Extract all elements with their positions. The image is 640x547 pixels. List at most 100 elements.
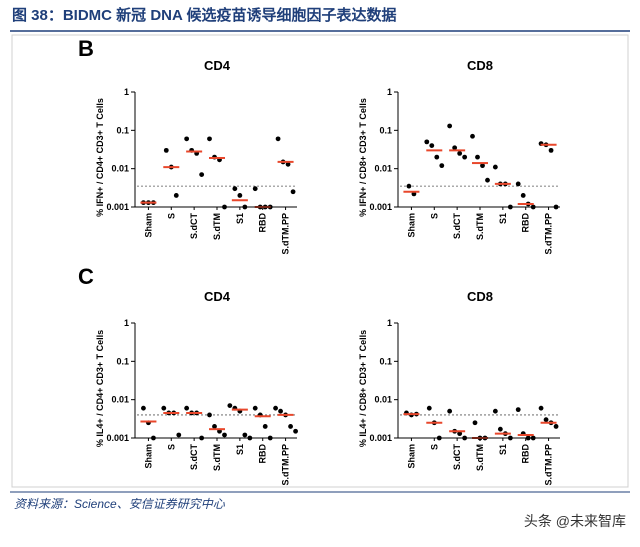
panel-label: B xyxy=(78,36,94,61)
data-point xyxy=(424,139,430,145)
x-tick-label: S1 xyxy=(235,444,245,455)
x-tick-label: S.dCT xyxy=(452,443,462,470)
data-point xyxy=(184,136,190,142)
y-tick-label: 0.1 xyxy=(379,125,392,135)
y-tick-label: 0.001 xyxy=(369,433,392,443)
x-tick-label: S1 xyxy=(498,444,508,455)
panel-label: C xyxy=(78,264,94,289)
data-point xyxy=(553,424,559,429)
x-tick-label: S.dTM xyxy=(212,444,222,471)
y-tick-label: 0.001 xyxy=(106,433,129,443)
source: 资料来源：Science、安信证券研究中心 xyxy=(14,497,226,511)
data-point xyxy=(485,177,490,183)
data-point xyxy=(288,424,293,429)
data-point xyxy=(207,136,212,142)
x-tick-label: S xyxy=(429,444,439,450)
y-tick-label: 0.01 xyxy=(111,164,129,174)
data-point xyxy=(515,407,521,413)
data-point xyxy=(173,193,179,198)
x-tick-label: S.dCT xyxy=(452,212,462,239)
y-tick-label: 0.001 xyxy=(369,202,392,212)
x-tick-label: S1 xyxy=(235,213,245,224)
x-tick-label: RBD xyxy=(258,213,268,233)
data-point xyxy=(237,193,243,198)
data-point xyxy=(262,424,268,429)
x-tick-label: S1 xyxy=(498,213,508,224)
data-point xyxy=(480,163,485,169)
data-point xyxy=(515,181,521,187)
data-point xyxy=(252,405,258,411)
x-tick-label: S xyxy=(429,213,439,219)
data-point xyxy=(176,432,182,438)
data-point xyxy=(475,154,480,160)
y-tick-label: 1 xyxy=(124,87,129,97)
y-tick-label: 0.01 xyxy=(374,164,392,174)
data-point xyxy=(285,161,291,167)
data-point xyxy=(163,147,169,153)
x-tick-label: Sham xyxy=(406,444,416,469)
data-point xyxy=(273,405,278,411)
data-point xyxy=(429,143,435,148)
data-point xyxy=(141,405,146,411)
y-tick-label: 1 xyxy=(124,318,129,328)
y-tick-label: 0.1 xyxy=(116,125,129,135)
chart-title: CD8 xyxy=(467,58,493,73)
data-point xyxy=(212,424,217,429)
data-point xyxy=(447,408,453,414)
x-tick-label: Sham xyxy=(143,213,153,238)
x-tick-label: Sham xyxy=(406,213,416,238)
data-point xyxy=(492,408,498,414)
y-tick-label: 1 xyxy=(387,87,392,97)
figure-title: 图 38：BIDMC 新冠 DNA 候选疫苗诱导细胞因子表达数据 xyxy=(12,6,396,24)
data-point xyxy=(470,133,475,139)
y-axis-label: % IL4+ / CD4+ CD3+ T Cells xyxy=(95,330,105,447)
x-tick-label: S.dTM xyxy=(475,213,485,240)
y-tick-label: 0.1 xyxy=(379,356,392,366)
data-point xyxy=(406,183,412,189)
x-tick-label: S.dTM.PP xyxy=(281,444,291,486)
data-point xyxy=(492,164,498,170)
x-tick-label: S.dTM.PP xyxy=(544,213,554,255)
data-point xyxy=(439,163,445,169)
x-tick-label: RBD xyxy=(521,444,531,464)
data-point xyxy=(462,154,468,160)
data-point xyxy=(497,426,503,432)
x-tick-label: S.dTM xyxy=(212,213,222,240)
x-tick-label: S.dTM xyxy=(475,444,485,471)
chart-title: CD4 xyxy=(204,58,231,73)
x-tick-label: S.dCT xyxy=(189,443,199,470)
x-tick-label: Sham xyxy=(143,444,153,469)
x-tick-label: RBD xyxy=(521,213,531,233)
x-tick-label: S xyxy=(166,213,176,219)
watermark: 头条 @未来智库 xyxy=(524,513,626,529)
figure-frame xyxy=(11,34,629,488)
data-point xyxy=(227,403,233,409)
data-point xyxy=(293,428,298,434)
y-tick-label: 1 xyxy=(387,318,392,328)
data-point xyxy=(275,136,281,142)
data-point xyxy=(222,432,227,438)
x-tick-label: S xyxy=(166,444,176,450)
x-tick-label: S.dCT xyxy=(189,212,199,239)
x-tick-label: S.dTM.PP xyxy=(544,444,554,486)
chart-title: CD4 xyxy=(204,289,231,304)
data-point xyxy=(278,408,283,414)
data-point xyxy=(232,186,238,192)
data-point xyxy=(199,172,205,178)
data-point xyxy=(543,417,549,423)
data-point xyxy=(520,193,526,198)
y-axis-label: % IFN+ / CD8+ CD3+ T Cells xyxy=(358,98,368,217)
data-point xyxy=(447,123,453,129)
x-tick-label: RBD xyxy=(258,444,268,464)
data-point xyxy=(426,405,432,411)
data-point xyxy=(548,147,554,153)
y-tick-label: 0.01 xyxy=(374,395,392,405)
y-axis-label: % IFN+ / CD4+ CD3+ T Cells xyxy=(95,98,105,217)
data-point xyxy=(452,145,458,151)
y-tick-label: 0.1 xyxy=(116,356,129,366)
data-point xyxy=(242,432,248,438)
data-point xyxy=(290,189,296,195)
data-point xyxy=(252,186,258,192)
y-axis-label: % IL4+ / CD8+ CD3+ T Cells xyxy=(358,330,368,447)
